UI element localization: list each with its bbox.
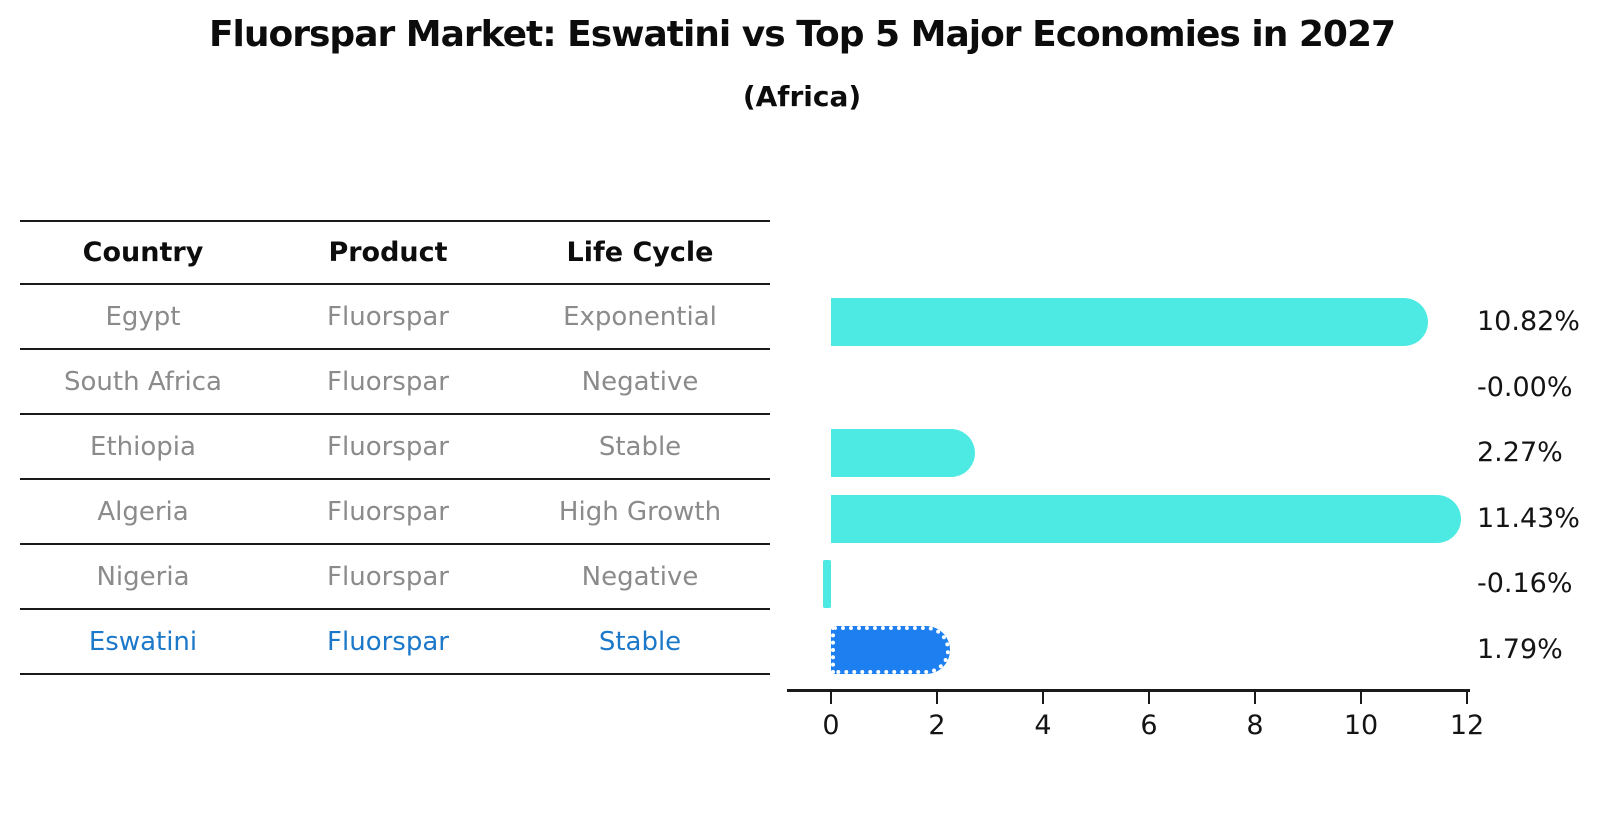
cell-country: Algeria	[97, 496, 189, 527]
x-tick-label: 10	[1343, 710, 1379, 741]
column-header-life-cycle: Life Cycle	[566, 237, 714, 268]
table-row: Nigeria Fluorspar Negative	[20, 545, 770, 610]
cell-product: Fluorspar	[327, 431, 449, 462]
cell-country: Ethiopia	[90, 431, 196, 462]
cell-country: Eswatini	[88, 626, 198, 657]
cell-life-cycle: Stable	[598, 431, 682, 462]
x-axis-tick	[1148, 691, 1150, 704]
cell-product: Fluorspar	[327, 301, 449, 332]
column-header-product: Product	[328, 237, 448, 268]
value-label: 10.82%	[1477, 306, 1580, 337]
cell-life-cycle: Negative	[581, 561, 699, 592]
x-tick-label: 0	[822, 710, 840, 741]
x-axis-tick	[1360, 691, 1362, 704]
table-row: Algeria Fluorspar High Growth	[20, 480, 770, 545]
bar-ethiopia	[831, 429, 976, 477]
x-axis-tick	[830, 691, 832, 704]
value-label: -0.00%	[1477, 372, 1573, 403]
bar-eswatini	[831, 626, 950, 674]
x-axis-tick	[1254, 691, 1256, 704]
cell-country: Egypt	[105, 301, 181, 332]
table-row: Egypt Fluorspar Exponential	[20, 285, 770, 350]
value-label: 2.27%	[1477, 437, 1563, 468]
cell-product: Fluorspar	[327, 626, 449, 657]
column-header-country: Country	[82, 237, 204, 268]
cell-product: Fluorspar	[327, 496, 449, 527]
cell-country: South Africa	[64, 366, 222, 397]
x-tick-label: 12	[1449, 710, 1485, 741]
cell-life-cycle: High Growth	[558, 496, 722, 527]
x-tick-label: 6	[1140, 710, 1158, 741]
value-label: -0.16%	[1477, 568, 1573, 599]
x-axis-tick	[936, 691, 938, 704]
x-tick-label: 4	[1034, 710, 1052, 741]
bar-egypt	[831, 298, 1429, 346]
x-axis-line	[787, 689, 1470, 692]
cell-life-cycle: Stable	[598, 626, 682, 657]
value-label: 11.43%	[1477, 503, 1580, 534]
x-tick-label: 2	[928, 710, 946, 741]
page-subtitle: (Africa)	[742, 80, 862, 113]
cell-country: Nigeria	[96, 561, 190, 592]
table-row-eswatini: Eswatini Fluorspar Stable	[20, 610, 770, 675]
table-header-row: Country Product Life Cycle	[20, 220, 770, 285]
cell-life-cycle: Exponential	[563, 301, 717, 332]
bar-nigeria	[822, 560, 831, 608]
table-row: South Africa Fluorspar Negative	[20, 350, 770, 415]
x-tick-label: 8	[1246, 710, 1264, 741]
country-table: Country Product Life Cycle Egypt Fluorsp…	[20, 220, 770, 675]
x-axis-tick	[1042, 691, 1044, 704]
bar-algeria	[831, 495, 1461, 543]
cell-product: Fluorspar	[327, 561, 449, 592]
cell-product: Fluorspar	[327, 366, 449, 397]
cell-life-cycle: Negative	[581, 366, 699, 397]
page-title: Fluorspar Market: Eswatini vs Top 5 Majo…	[208, 14, 1396, 55]
x-axis-tick	[1466, 691, 1468, 704]
value-label: 1.79%	[1477, 634, 1563, 665]
table-row: Ethiopia Fluorspar Stable	[20, 415, 770, 480]
